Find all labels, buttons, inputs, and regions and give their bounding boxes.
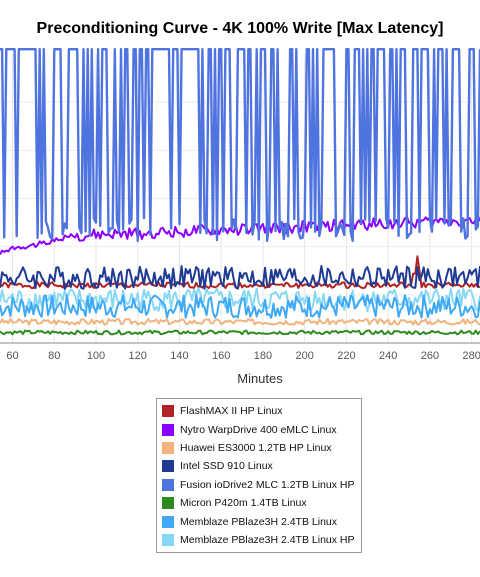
legend-item[interactable]: FlashMAX II HP Linux (162, 402, 361, 420)
legend-label: Intel SSD 910 Linux (180, 460, 273, 473)
legend-swatch (162, 460, 174, 473)
legend: FlashMAX II HP Linux Nytro WarpDrive 400 … (156, 398, 362, 554)
legend-item[interactable]: Memblaze PBlaze3H 2.4TB Linux HP (162, 531, 361, 549)
legend-swatch (162, 441, 174, 454)
legend-swatch (162, 533, 174, 546)
x-tick-label: 80 (48, 350, 60, 362)
legend-label: Nytro WarpDrive 400 eMLC Linux (180, 423, 337, 436)
x-tick-label: 280 (462, 350, 480, 362)
series-line (0, 329, 480, 336)
x-tick-label: 140 (170, 350, 188, 362)
legend-label: Memblaze PBlaze3H 2.4TB Linux (180, 515, 337, 528)
x-tick-label: 240 (379, 350, 397, 362)
x-tick-label: 60 (6, 350, 18, 362)
series-line (0, 214, 480, 255)
legend-swatch (162, 515, 174, 528)
legend-item[interactable]: Nytro WarpDrive 400 eMLC Linux (162, 420, 361, 438)
series-line (0, 48, 480, 243)
x-tick-label: 180 (254, 350, 272, 362)
x-axis: 60 80 100 120 140 160 180 200 220 240 260 280 (0, 342, 480, 362)
legend-label: FlashMAX II HP Linux (180, 405, 283, 418)
series-line (0, 317, 480, 326)
legend-label: Memblaze PBlaze3H 2.4TB Linux HP (180, 533, 355, 546)
x-tick-label: 160 (212, 350, 230, 362)
x-tick-label: 100 (87, 350, 105, 362)
legend-item[interactable]: Micron P420m 1.4TB Linux (162, 494, 361, 512)
x-tick-label: 200 (296, 350, 314, 362)
legend-swatch (162, 405, 174, 418)
x-tick-label: 220 (337, 350, 355, 362)
series-line (0, 287, 480, 313)
legend-label: Huawei ES3000 1.2TB HP Linux (180, 441, 332, 454)
legend-item[interactable]: Huawei ES3000 1.2TB HP Linux (162, 439, 361, 457)
legend-swatch (162, 423, 174, 436)
legend-item[interactable]: Memblaze PBlaze3H 2.4TB Linux (162, 512, 361, 530)
legend-swatch (162, 497, 174, 510)
legend-item[interactable]: Intel SSD 910 Linux (162, 457, 361, 475)
chart-title: Preconditioning Curve - 4K 100% Write [M… (36, 20, 444, 37)
series-line (0, 265, 480, 290)
legend-label: Fusion ioDrive2 MLC 1.2TB Linux HP (180, 478, 355, 491)
series-layer (0, 48, 480, 336)
x-axis-title: Minutes (237, 371, 283, 386)
x-tick-label: 260 (421, 350, 439, 362)
x-tick-label: 120 (129, 350, 147, 362)
series-line (0, 294, 480, 319)
legend-label: Micron P420m 1.4TB Linux (180, 497, 307, 510)
legend-item[interactable]: Fusion ioDrive2 MLC 1.2TB Linux HP (162, 476, 361, 494)
legend-swatch (162, 478, 174, 491)
